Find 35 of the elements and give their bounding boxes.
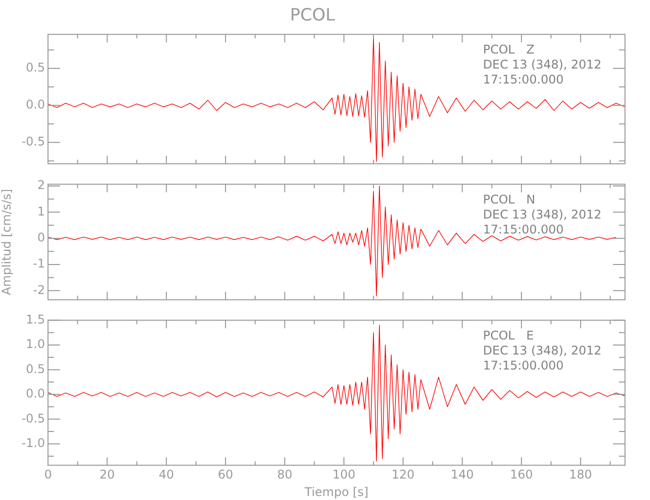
y-tick-label: 0	[37, 230, 45, 244]
y-axis-title: Amplitud [cm/s/s]	[0, 188, 14, 296]
annotation: DEC 13 (348), 2012	[483, 343, 602, 358]
y-tick-label: 0.0	[26, 98, 45, 112]
y-tick-label: 2	[37, 178, 45, 192]
x-axis-title: Tiempo [s]	[304, 484, 368, 499]
y-tick-label: 0.0	[26, 386, 45, 401]
annotation: PCOL N	[483, 192, 536, 206]
y-tick-label: 1	[37, 204, 45, 218]
y-tick-label: -2	[33, 282, 45, 297]
annotation: PCOL E	[483, 328, 534, 342]
x-tick-label: 60	[218, 468, 234, 482]
chart-title: PCOL	[290, 6, 336, 26]
annotation: DEC 13 (348), 2012	[483, 58, 602, 72]
y-tick-label: 0.5	[26, 362, 45, 376]
annotation: DEC 13 (348), 2012	[483, 207, 602, 222]
annotation: PCOL Z	[483, 42, 534, 57]
annotation: 17:15:00.000	[483, 358, 564, 372]
y-tick-label: -0.5	[22, 134, 45, 148]
y-tick-label: -1	[33, 256, 45, 271]
y-tick-label: 1.5	[26, 312, 45, 326]
x-tick-label: 100	[332, 468, 356, 482]
x-tick-label: 40	[158, 468, 174, 482]
x-tick-label: 140	[450, 468, 474, 482]
x-tick-label: 120	[392, 468, 415, 482]
x-tick-label: 180	[569, 468, 592, 482]
x-tick-label: 80	[277, 468, 292, 482]
y-tick-label: 1.0	[26, 337, 45, 352]
y-tick-label: 0.5	[26, 60, 45, 75]
y-tick-label: -0.5	[22, 411, 45, 426]
x-tick-label: 160	[510, 468, 533, 482]
annotation: 17:15:00.000	[483, 222, 564, 236]
annotation: 17:15:00.000	[483, 72, 564, 87]
x-tick-label: 20	[100, 468, 115, 482]
y-tick-label: -1.0	[22, 436, 45, 450]
